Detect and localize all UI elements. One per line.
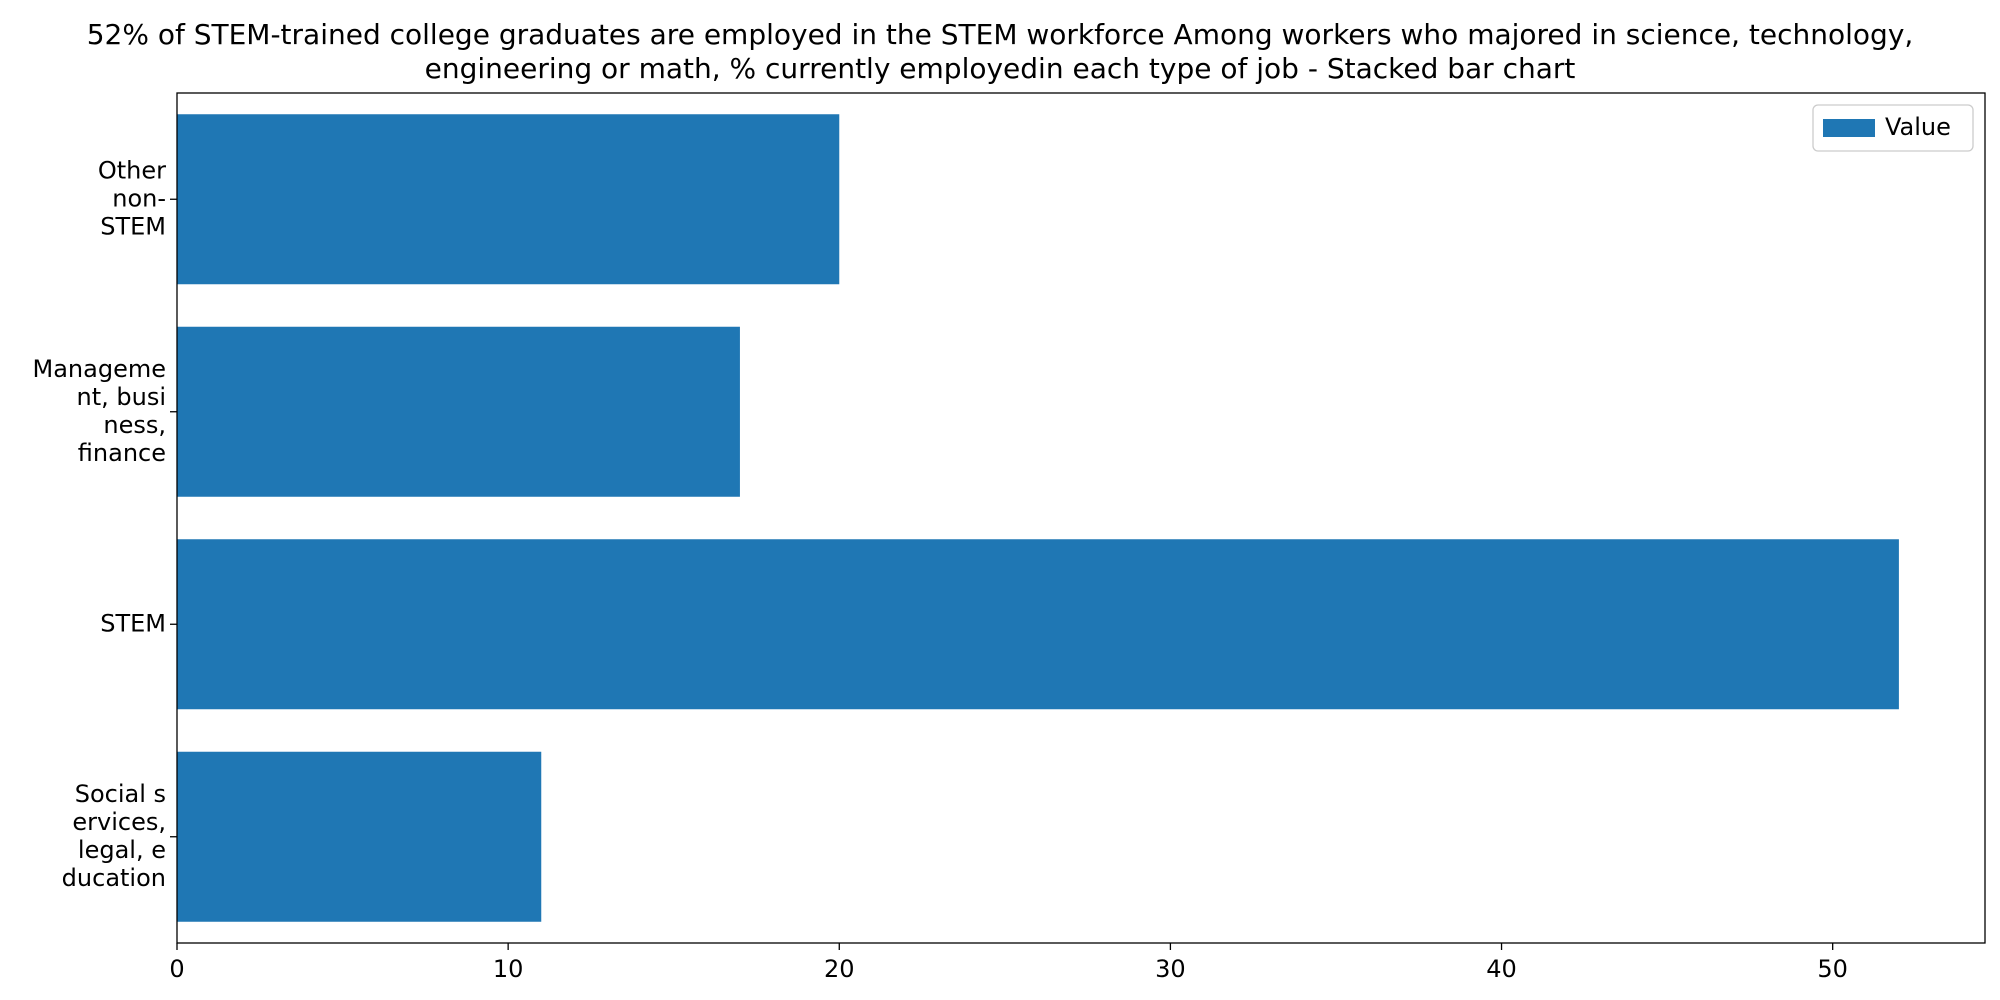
y-tick-label: Other non-STEM (98, 156, 166, 240)
bar (177, 114, 840, 285)
y-axis-ticks: Social s ervices, legal, e ducation STEM Mana… (33, 156, 177, 892)
bar (177, 751, 542, 922)
x-tick-label: 10 (493, 955, 524, 983)
x-tick-label: 30 (1155, 955, 1186, 983)
legend-label: Value (1885, 113, 1951, 141)
x-tick-label: 50 (1817, 955, 1848, 983)
y-tick-label: STEM (100, 609, 166, 637)
bar (177, 539, 1899, 710)
plot-area-frame (176, 92, 1986, 944)
y-tick-label: Social s ervices, legal, e ducation (62, 780, 166, 892)
x-tick-label: 40 (1486, 955, 1517, 983)
legend-swatch (1823, 119, 1875, 137)
legend: Value (1812, 104, 1974, 152)
x-axis-ticks: 0 10 20 30 40 50 (169, 943, 1848, 983)
bar (177, 326, 740, 497)
y-tick-label: Manageme nt, busi ness, finance (33, 355, 166, 467)
x-tick-label: 0 (169, 955, 184, 983)
legend-box (1812, 104, 1974, 152)
bars-layer (177, 114, 1899, 922)
x-tick-label: 20 (824, 955, 855, 983)
chart-title: 52% of STEM-trained college graduates ar… (86, 18, 1914, 85)
